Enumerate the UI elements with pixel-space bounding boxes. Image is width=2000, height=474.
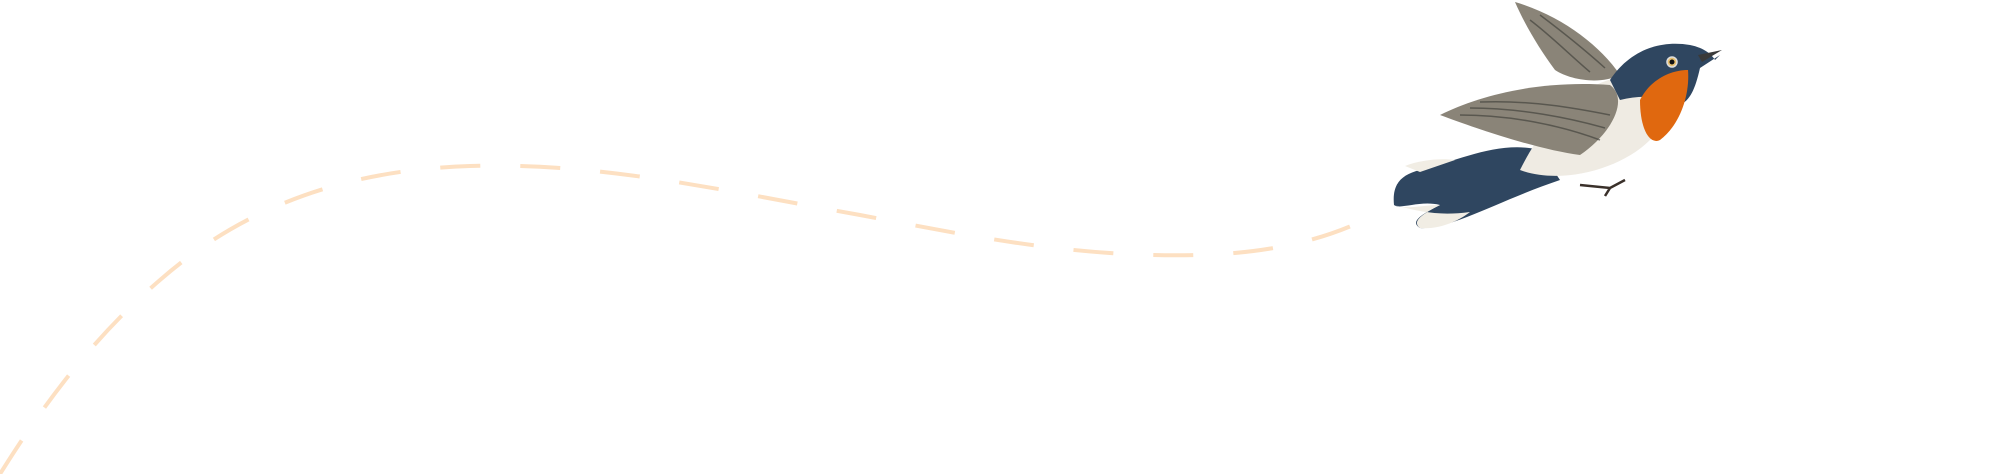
dashed-flight-path (0, 163, 1359, 474)
bird-icon (1393, 2, 1722, 229)
